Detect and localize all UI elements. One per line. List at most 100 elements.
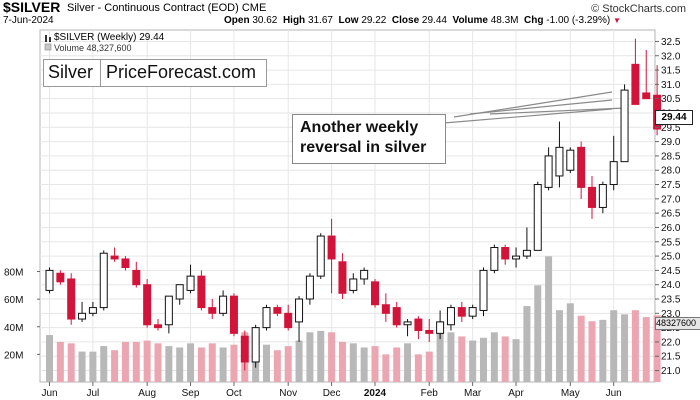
price-tick-label: 21.0: [661, 366, 681, 377]
candle-body: [468, 307, 477, 317]
last-price-tag: 29.44: [655, 110, 693, 125]
time-tick-label: Nov: [279, 388, 297, 399]
price-tick-label: 32.5: [661, 37, 681, 48]
volume-bar: [46, 335, 53, 382]
close-label: Close: [391, 15, 420, 26]
trend-line-middle: [469, 99, 613, 115]
volume-bar: [111, 350, 119, 382]
candle-body: [414, 318, 423, 331]
callout-line-2: reversal in silver: [300, 139, 427, 156]
volume-value: 48.3M: [490, 15, 519, 26]
price-tick-label: 21.5: [661, 352, 681, 363]
high-value: 31.67: [307, 15, 333, 26]
candle-body: [229, 295, 238, 334]
volume-bar: [306, 332, 314, 382]
volume-tick-label: 80M: [4, 268, 23, 279]
chart-type-icon: [45, 35, 51, 42]
trend-line-lower: [489, 107, 626, 115]
candle-body: [403, 321, 412, 326]
change-label: Chg: [524, 15, 544, 26]
price-tick-label: 28.0: [661, 166, 681, 177]
price-tick-label: 25.5: [661, 237, 681, 248]
time-tick-label: Apr: [508, 388, 524, 399]
candle-body: [620, 89, 629, 163]
callout-line-1: Another weekly: [300, 119, 419, 136]
price-tick-label: 30.5: [661, 94, 681, 105]
volume-bar: [414, 354, 422, 382]
price-tick-label: 29.0: [661, 137, 681, 148]
volume-bar: [197, 347, 205, 382]
candle-body: [262, 307, 271, 329]
price-tick-label: 26.5: [661, 209, 681, 220]
volume-bar: [187, 343, 195, 382]
time-tick-label: Aug: [138, 388, 156, 399]
change-down-icon: ▼: [612, 16, 621, 25]
volume-bar: [631, 310, 639, 382]
volume-bar: [165, 346, 173, 382]
volume-bar: [469, 340, 477, 382]
low-label: Low: [338, 15, 359, 26]
volume-bar: [577, 315, 585, 382]
candle-body: [490, 246, 499, 271]
quote-date: 7-Jun-2024: [3, 15, 54, 26]
candle-body: [609, 161, 618, 186]
candle-body: [566, 149, 575, 171]
brand-credit: © StockCharts.com: [591, 3, 686, 15]
volume-bar: [545, 256, 553, 382]
candle-body: [251, 327, 260, 363]
price-tick-label: 31.0: [661, 80, 681, 91]
candle-body: [446, 307, 455, 326]
candle-body: [56, 272, 65, 283]
volume-bar: [67, 343, 75, 382]
logo-site-text: PriceForecast.com: [106, 62, 257, 82]
candle-body: [436, 321, 445, 334]
volume-bar: [371, 346, 379, 382]
candle-body: [121, 258, 130, 269]
volume-bar: [295, 340, 303, 382]
volume-bar: [338, 341, 346, 382]
price-tick-label: 28.5: [661, 151, 681, 162]
candle-body: [219, 295, 228, 314]
candle-body: [208, 307, 217, 314]
volume-bar: [436, 321, 444, 382]
candle-body: [588, 186, 596, 208]
annotation-callout: Another weekly reversal in silver: [292, 114, 446, 164]
time-tick-label: Jul: [87, 388, 100, 399]
open-value: 30.62: [252, 15, 278, 26]
candle-body: [154, 324, 162, 329]
volume-bar: [121, 341, 129, 382]
volume-bar: [284, 346, 292, 382]
time-tick-label: Jun: [606, 388, 622, 399]
trend-lines: [443, 91, 626, 124]
price-tick-label: 32.0: [661, 51, 681, 62]
candle-body: [45, 269, 54, 291]
logo-divider: [100, 60, 101, 86]
candle-body: [316, 235, 325, 277]
callout-leader: [443, 108, 613, 124]
volume-bar: [523, 306, 531, 382]
candle-body: [327, 235, 336, 260]
symbol-description: Silver - Continuous Contract (EOD) CME: [67, 2, 267, 14]
candle-body: [175, 284, 184, 300]
close-value: 29.44: [421, 15, 447, 26]
candle-body: [132, 269, 141, 286]
candle-body: [143, 284, 152, 326]
candle-body: [479, 269, 488, 311]
volume-bar: [89, 351, 97, 382]
volume-bar: [621, 314, 629, 382]
time-tick-label: Oct: [226, 388, 242, 399]
candle-body: [360, 269, 369, 280]
volume-bar: [599, 319, 607, 382]
logo-silver-text: Silver: [48, 62, 94, 82]
price-series-legend: $SILVER (Weekly) 29.44: [54, 32, 165, 43]
time-axis: Jun Jul Aug Sep Oct Nov Dec 2024 Feb Mar Apr May Jun: [41, 382, 622, 399]
volume-bar: [273, 350, 281, 382]
price-tick-label: 24.0: [661, 280, 681, 291]
price-tick-label: 22.0: [661, 337, 681, 348]
candle-body: [598, 184, 607, 208]
volume-bar: [501, 336, 509, 382]
last-volume-tag: 48327600: [655, 317, 700, 330]
volume-bar: [555, 310, 563, 382]
price-tick-label: 29.5: [661, 123, 681, 134]
high-label: High: [282, 15, 306, 26]
